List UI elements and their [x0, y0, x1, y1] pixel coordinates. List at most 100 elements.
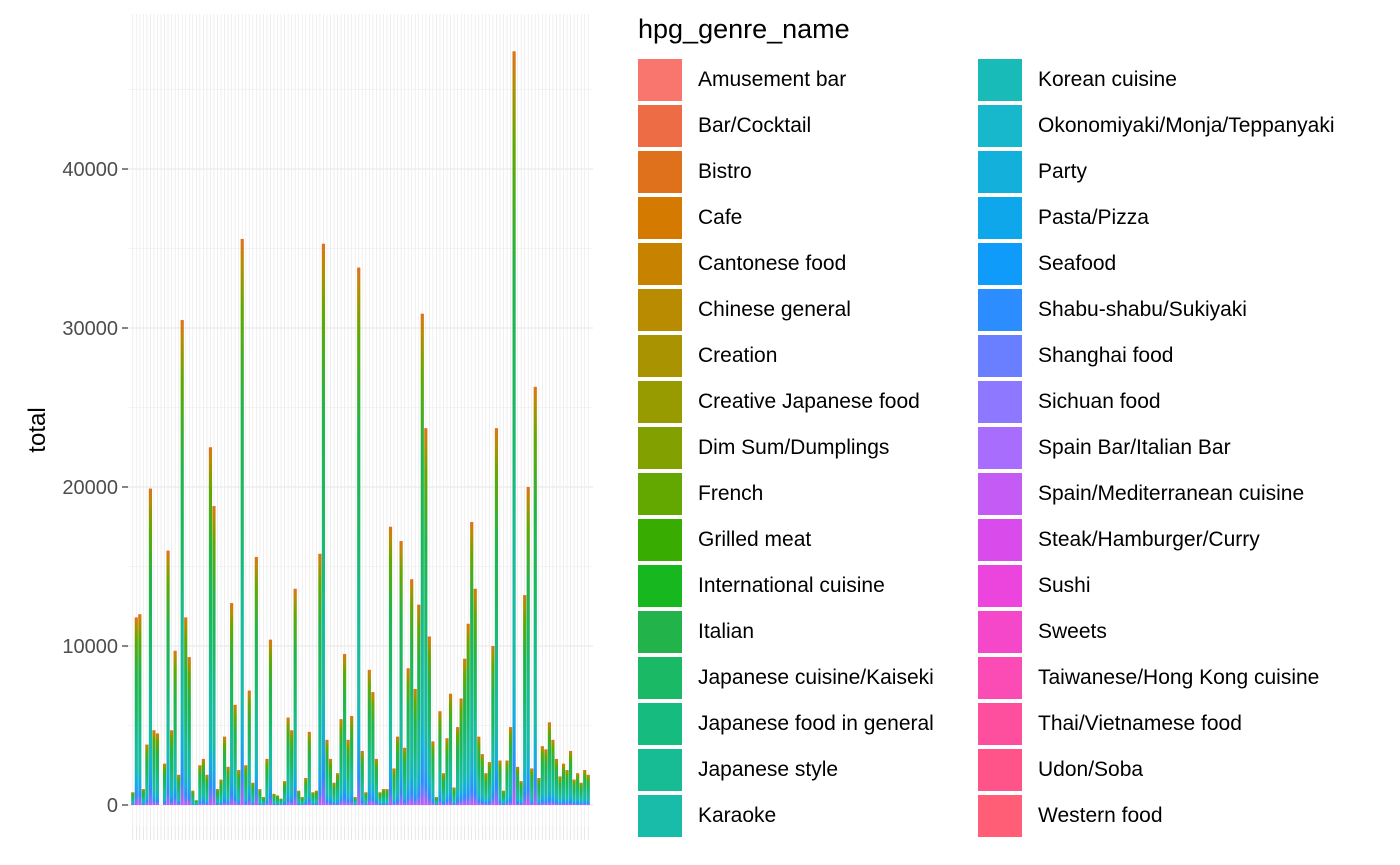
bar [268, 639, 273, 805]
bar [413, 688, 417, 805]
bar [374, 758, 378, 805]
bar [162, 763, 167, 805]
legend-label: Sushi [1038, 574, 1091, 597]
bar [325, 739, 329, 805]
bar [222, 736, 227, 805]
legend-label: Udon/Soba [1038, 758, 1144, 781]
legend-label: Creative Japanese food [698, 390, 920, 413]
legend-label: Sweets [1038, 620, 1107, 643]
bar [508, 727, 513, 805]
legend-key [978, 749, 1022, 791]
legend-key [978, 59, 1022, 101]
bar [459, 698, 463, 805]
bar [463, 658, 467, 805]
bar [505, 760, 509, 805]
bar [261, 797, 265, 805]
legend-label: Karaoke [698, 804, 777, 827]
bar [219, 779, 223, 805]
legend-label: Taiwanese/Hong Kong cuisine [1038, 666, 1320, 689]
legend-key [978, 243, 1022, 285]
bar [452, 787, 456, 805]
bar [406, 668, 410, 805]
bar [395, 736, 400, 805]
bar [201, 758, 205, 805]
bar [170, 730, 174, 805]
bar [240, 238, 244, 805]
legend-label: Bistro [698, 160, 752, 183]
bar [314, 790, 318, 805]
legend-key [638, 473, 682, 515]
bar [364, 792, 368, 805]
bar [530, 768, 534, 805]
bar [286, 717, 290, 805]
bar [473, 588, 477, 805]
y-axis-title: total [24, 407, 51, 452]
bar [247, 690, 251, 805]
bar [441, 773, 446, 805]
bar-series [131, 51, 590, 806]
bar [279, 798, 283, 805]
legend-label: Spain Bar/Italian Bar [1038, 436, 1231, 459]
bar [516, 766, 520, 805]
bar [371, 692, 375, 805]
legend-key [638, 243, 682, 285]
bar [194, 800, 198, 805]
bar [304, 777, 308, 805]
y-tick-label: 0 [107, 795, 118, 817]
legend-label: Sichuan food [1038, 390, 1161, 413]
legend-label: Seafood [1038, 252, 1117, 275]
bar [350, 715, 354, 805]
legend-label: Okonomiyaki/Monja/Teppanyaki [1038, 114, 1335, 137]
bar [265, 758, 269, 805]
bar [152, 730, 156, 805]
bar [424, 428, 428, 805]
bar [275, 795, 280, 805]
bar [434, 797, 438, 805]
bar [568, 750, 573, 805]
bar [237, 770, 241, 805]
bar [494, 428, 499, 805]
bar [526, 487, 530, 805]
legend-key [978, 381, 1022, 423]
bar [360, 750, 364, 805]
bar [335, 773, 340, 805]
bar [367, 669, 371, 805]
bar [512, 51, 516, 805]
bar [403, 747, 407, 805]
legend-label: Japanese cuisine/Kaiseki [698, 666, 934, 689]
bar [572, 779, 576, 805]
legend-key [638, 381, 682, 423]
bar [378, 792, 382, 805]
legend-key [978, 703, 1022, 745]
bar [251, 782, 255, 805]
bar [357, 267, 361, 806]
bar [272, 793, 276, 805]
legend-label: Shabu-shabu/Sukiyaki [1038, 298, 1247, 321]
bar [166, 550, 170, 805]
bar [533, 386, 537, 805]
bar [427, 636, 431, 805]
legend-key [978, 289, 1022, 331]
bar [544, 749, 548, 805]
bar [417, 604, 421, 805]
bar [184, 617, 188, 805]
bar [339, 719, 343, 805]
legend-label: Bar/Cocktail [698, 114, 812, 137]
bar [328, 758, 333, 805]
legend-label: Korean cuisine [1038, 68, 1177, 91]
bar [205, 774, 209, 805]
legend-label: Creation [698, 344, 778, 367]
legend-key [978, 427, 1022, 469]
bar [191, 790, 195, 805]
legend-label: Steak/Hamburger/Curry [1038, 528, 1260, 551]
bar [392, 768, 396, 805]
legend-key [638, 519, 682, 561]
legend-label: Japanese food in general [698, 712, 934, 735]
bar [318, 553, 322, 805]
bar [431, 741, 435, 805]
bar [576, 773, 580, 805]
bar [180, 320, 184, 805]
y-tick-label: 30000 [62, 318, 118, 340]
bar [290, 730, 294, 805]
bar [230, 603, 234, 805]
